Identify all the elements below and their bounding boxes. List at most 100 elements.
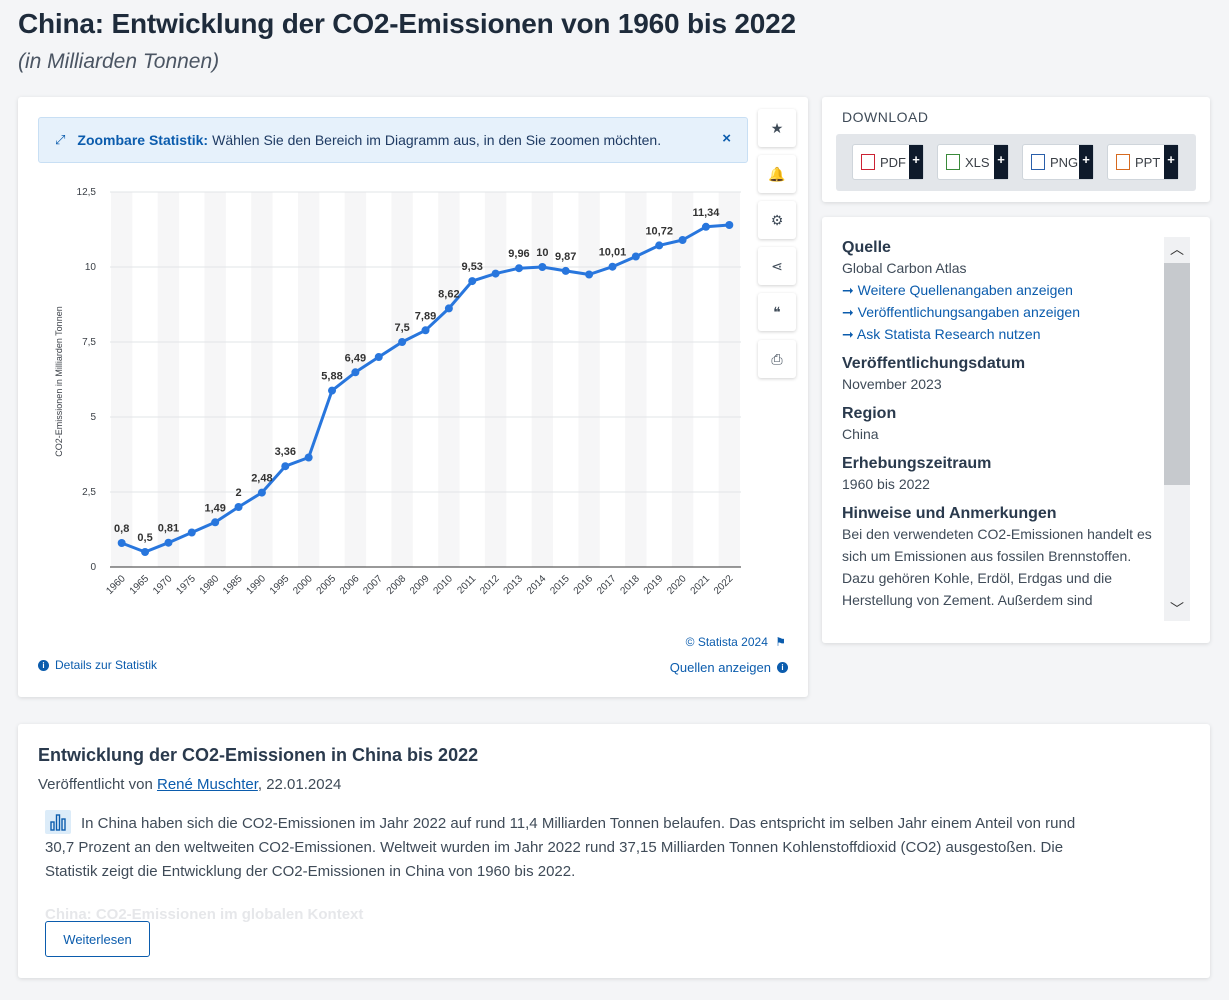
source-value: Global Carbon Atlas xyxy=(842,260,967,276)
article-meta: Veröffentlicht von René Muschter, 22.01.… xyxy=(38,776,341,793)
x-tick-label: 2018 xyxy=(618,573,642,597)
data-label: 11,34 xyxy=(692,207,720,219)
x-tick-label: 1990 xyxy=(245,573,269,597)
data-point[interactable] xyxy=(398,338,407,346)
data-point[interactable] xyxy=(608,262,617,271)
x-tick-label: 2008 xyxy=(385,573,409,597)
data-label: 8,62 xyxy=(438,288,459,300)
bell-icon: 🔔 xyxy=(768,165,786,182)
x-tick-label: 1970 xyxy=(151,573,175,597)
line-chart[interactable]: 0 2,5 5 7,5 10 12,5 CO2-Emissionen in Milliard… xyxy=(18,97,808,637)
data-label: 9,87 xyxy=(555,251,576,263)
data-point[interactable] xyxy=(444,304,453,313)
more-sources-link[interactable]: ➞ Weitere Quellenangaben anzeigen xyxy=(842,279,1160,301)
data-point[interactable] xyxy=(187,528,196,537)
data-point[interactable] xyxy=(141,548,150,556)
data-point[interactable] xyxy=(655,241,664,250)
data-point[interactable] xyxy=(374,353,383,361)
arrow-right-icon: ➞ xyxy=(842,282,858,298)
x-tick-label: 1980 xyxy=(198,573,222,597)
data-label: 10 xyxy=(536,247,548,259)
print-button[interactable]: ⎙ xyxy=(758,340,796,378)
download-xls-label: XLS xyxy=(965,154,990,170)
column-band xyxy=(671,192,694,567)
scrollbar[interactable]: ︿ ﹀ xyxy=(1164,237,1190,621)
chevron-down-icon[interactable]: ﹀ xyxy=(1170,601,1184,617)
data-label: 9,53 xyxy=(462,261,483,273)
share-button[interactable]: ⋖ xyxy=(758,247,796,285)
data-label: 10,01 xyxy=(599,247,627,259)
data-point[interactable] xyxy=(491,269,500,278)
data-point[interactable] xyxy=(561,266,570,275)
y-tick-label: 5 xyxy=(90,412,96,423)
data-point[interactable] xyxy=(468,277,477,286)
x-tick-label: 1960 xyxy=(104,573,128,597)
column-band xyxy=(484,192,507,567)
ask-research-label: Ask Statista Research nutzen xyxy=(856,326,1041,342)
data-point[interactable] xyxy=(678,236,687,244)
data-point[interactable] xyxy=(328,386,337,395)
zoom-banner-label: Zoombare Statistik: xyxy=(77,132,209,148)
page-title: China: Entwicklung der CO2-Emissionen vo… xyxy=(18,8,796,39)
data-point[interactable] xyxy=(257,488,266,497)
data-point[interactable] xyxy=(281,462,290,471)
ppt-file-icon xyxy=(1116,154,1130,170)
data-point[interactable] xyxy=(421,326,430,335)
copyright-text: © Statista 2024 xyxy=(685,635,768,649)
png-file-icon xyxy=(1031,154,1045,170)
download-png-button[interactable]: PNG + xyxy=(1022,144,1094,180)
data-point[interactable] xyxy=(211,518,220,527)
download-title: DOWNLOAD xyxy=(842,109,929,125)
publication-info-label: Veröffentlichungsangaben anzeigen xyxy=(857,304,1080,320)
region-heading: Region xyxy=(842,405,897,422)
article-title: Entwicklung der CO2-Emissionen in China … xyxy=(38,745,479,765)
favorite-button[interactable]: ★ xyxy=(758,109,796,147)
download-ppt-button[interactable]: PPT + xyxy=(1107,144,1179,180)
sources-link-label: Quellen anzeigen xyxy=(669,660,771,675)
x-tick-label: 2010 xyxy=(431,573,455,597)
download-xls-button[interactable]: XLS + xyxy=(937,144,1009,180)
sources-link[interactable]: Quellen anzeigen i xyxy=(670,660,788,675)
data-point[interactable] xyxy=(631,252,640,261)
data-point[interactable] xyxy=(725,221,734,229)
download-png-label: PNG xyxy=(1050,154,1079,170)
data-point[interactable] xyxy=(538,263,547,271)
x-tick-label: 2013 xyxy=(502,573,526,597)
details-link[interactable]: i Details zur Statistik xyxy=(38,658,157,672)
x-tick-label: 2011 xyxy=(455,573,478,596)
data-point[interactable] xyxy=(514,264,523,273)
more-sources-label: Weitere Quellenangaben anzeigen xyxy=(857,282,1073,298)
data-point[interactable] xyxy=(304,453,313,462)
author-link[interactable]: René Muschter xyxy=(156,776,258,793)
cite-button[interactable]: ❝ xyxy=(758,293,796,331)
data-point[interactable] xyxy=(585,270,594,279)
data-label: 2 xyxy=(235,487,241,499)
data-label: 6,49 xyxy=(345,352,366,364)
data-point[interactable] xyxy=(117,539,126,547)
read-more-button[interactable]: Weiterlesen xyxy=(45,921,150,957)
settings-button[interactable]: ⚙ xyxy=(758,201,796,239)
chevron-up-icon[interactable]: ︿ xyxy=(1170,241,1184,257)
article-card: Entwicklung der CO2-Emissionen in China … xyxy=(18,724,1210,978)
ask-research-link[interactable]: ➞ Ask Statista Research nutzen xyxy=(842,323,1160,345)
close-icon[interactable]: × xyxy=(722,130,731,147)
column-band xyxy=(531,192,554,567)
y-tick-label: 10 xyxy=(85,262,97,273)
flag-icon[interactable]: ⚑ xyxy=(775,635,786,649)
details-link-label: Details zur Statistik xyxy=(55,658,158,672)
y-tick-label: 12,5 xyxy=(77,187,97,198)
notification-button[interactable]: 🔔 xyxy=(758,155,796,193)
x-tick-label: 2020 xyxy=(665,573,689,597)
publication-info-link[interactable]: ➞ Veröffentlichungsangaben anzeigen xyxy=(842,301,1160,323)
data-point[interactable] xyxy=(164,538,173,547)
scroll-thumb[interactable] xyxy=(1164,263,1190,485)
x-tick-label: 2015 xyxy=(548,573,572,597)
x-tick-label: 2009 xyxy=(408,573,432,597)
data-point[interactable] xyxy=(351,368,360,377)
data-point[interactable] xyxy=(701,222,710,231)
source-content: Quelle Global Carbon Atlas ➞ Weitere Que… xyxy=(842,239,1160,619)
article-date: , 22.01.2024 xyxy=(257,776,342,793)
download-pdf-button[interactable]: PDF + xyxy=(852,144,924,180)
data-point[interactable] xyxy=(234,503,243,511)
download-ppt-label: PPT xyxy=(1135,154,1161,170)
